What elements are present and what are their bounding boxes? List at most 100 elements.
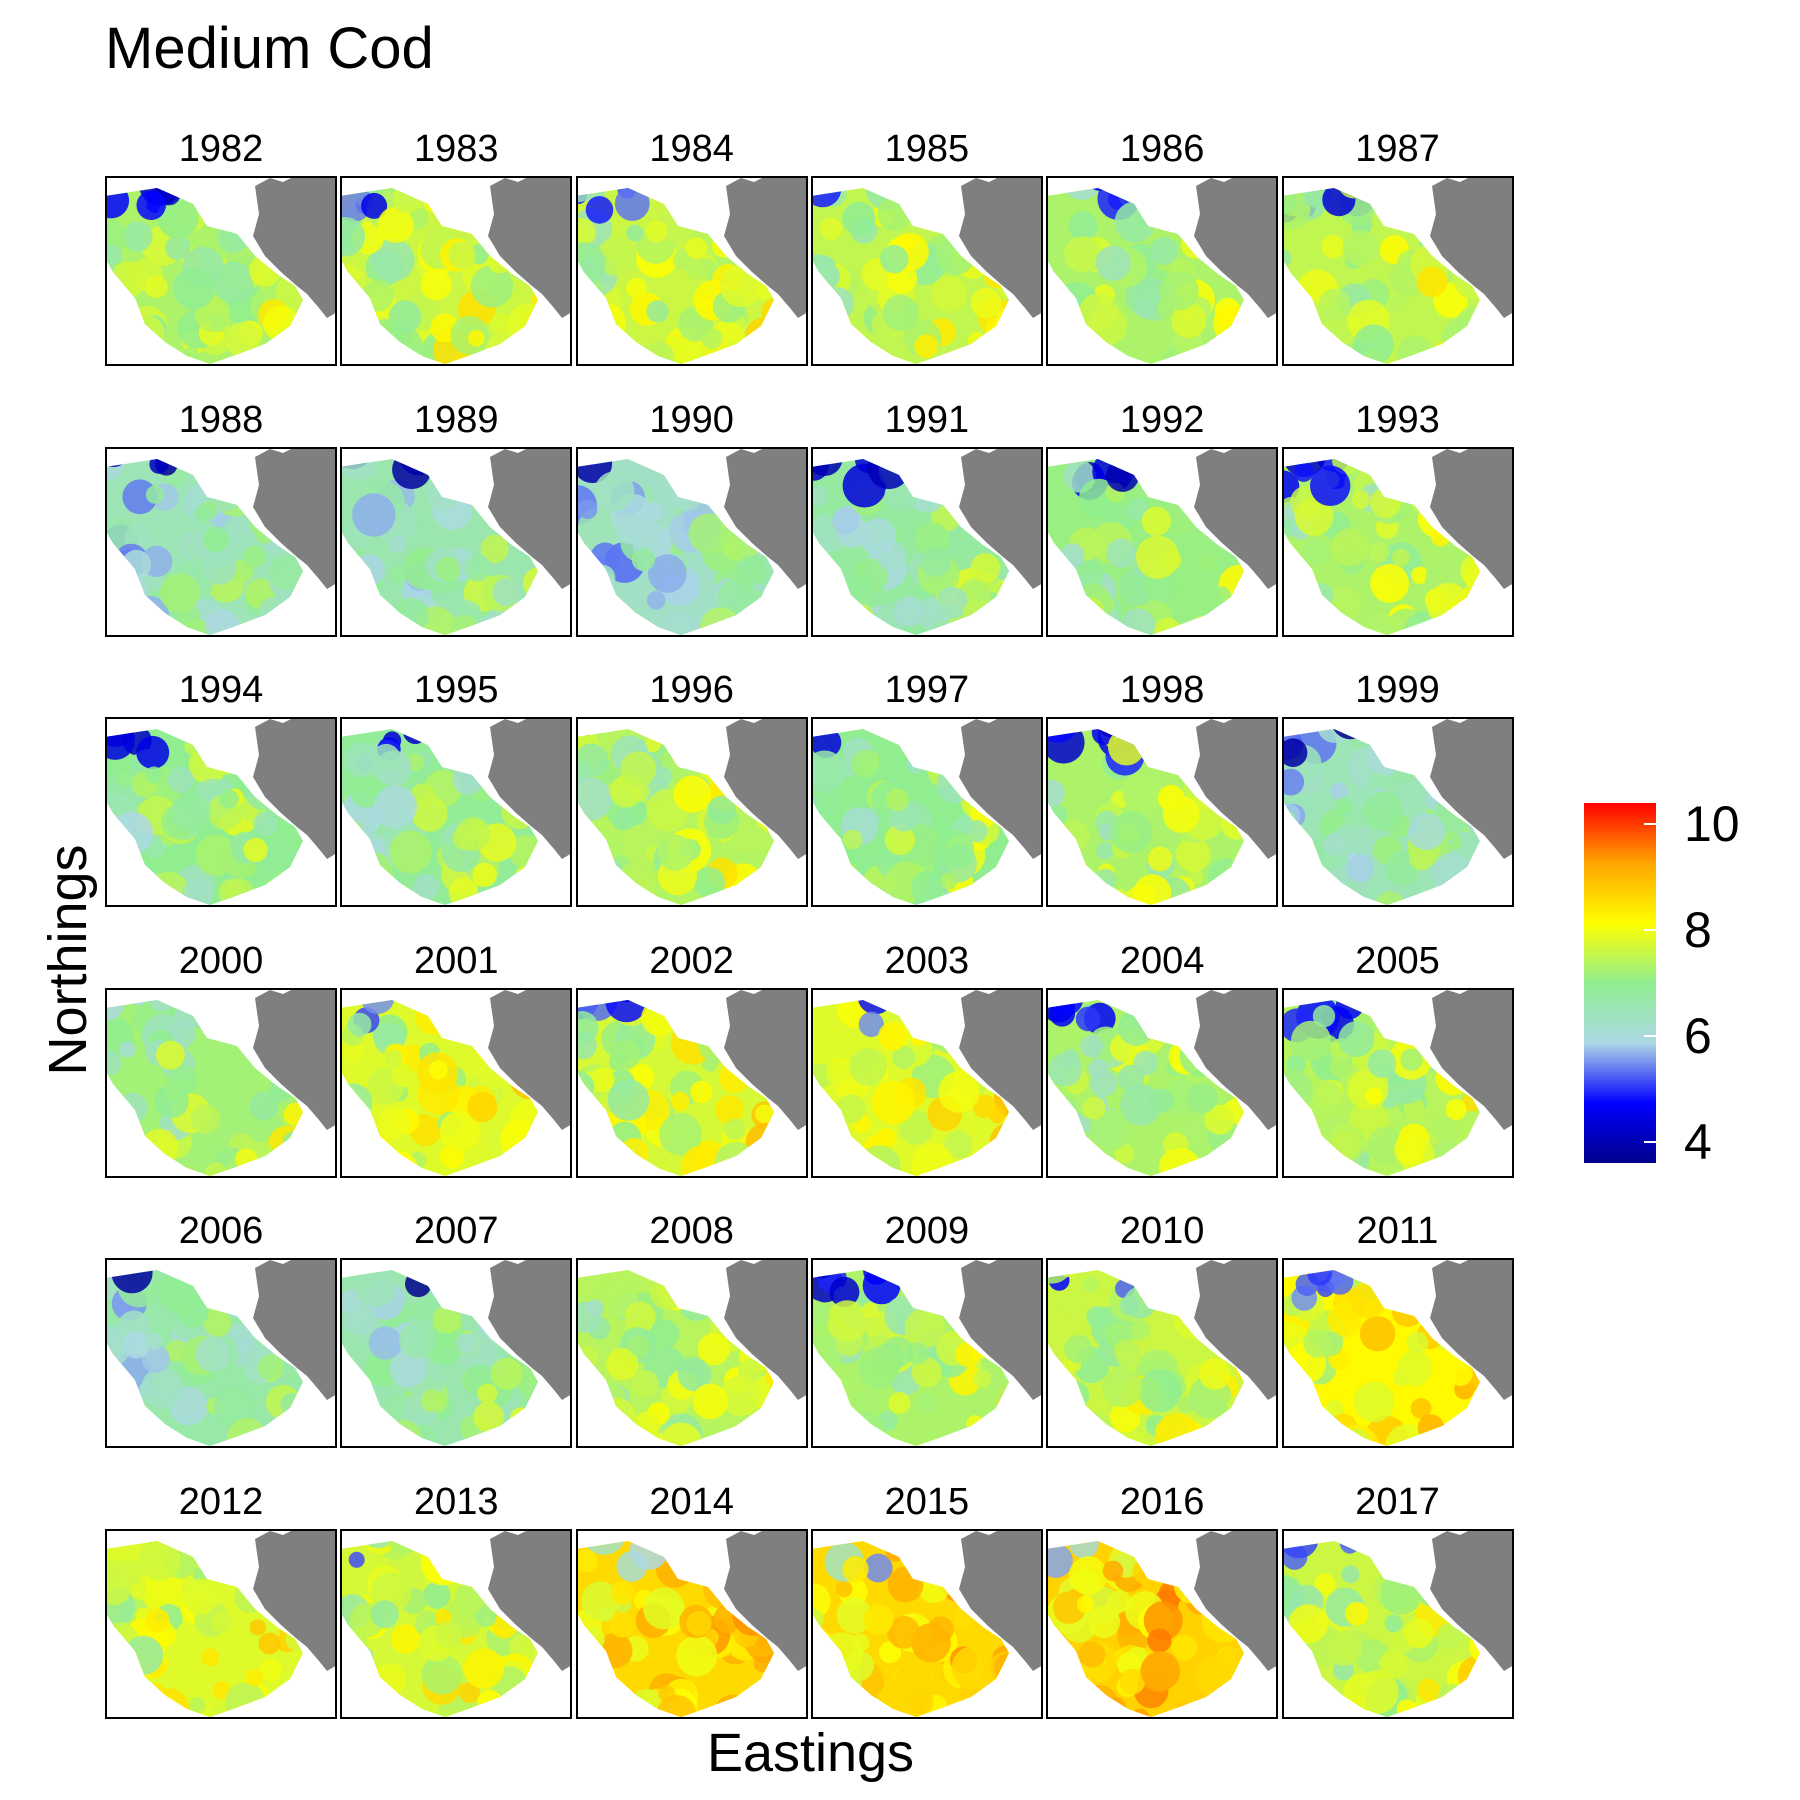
facet-strip-label: 1996: [649, 669, 734, 712]
facet-map-svg: [1281, 1258, 1514, 1449]
colorbar-gradient: [1584, 803, 1656, 1163]
panel-border: [1281, 446, 1514, 637]
facet-map: [1281, 987, 1514, 1178]
facet-strip-label: 2014: [649, 1481, 734, 1523]
facet-map: [810, 717, 1043, 908]
land-mass: [723, 987, 808, 1130]
land-mass: [1429, 987, 1514, 1130]
facet-map-svg: [1281, 1529, 1514, 1719]
facet-map: [810, 446, 1043, 637]
facet-strip-label: 2017: [1355, 1481, 1440, 1523]
land-mass: [253, 1258, 337, 1401]
colorbar-tick-label: 6: [1684, 1007, 1712, 1064]
land-mass: [253, 446, 337, 589]
panel-border: [1281, 1258, 1514, 1449]
facet-strip-label: 1983: [414, 128, 499, 170]
facet-map-svg: [105, 717, 337, 908]
facet-strip-label: 2009: [884, 1210, 970, 1253]
facet-map-svg: [810, 176, 1043, 366]
land-mass: [958, 1529, 1043, 1671]
facet-strip-label: 2006: [178, 1210, 264, 1253]
facet-map: [105, 176, 337, 366]
facet-strip-label: 1998: [1119, 669, 1205, 712]
facet-map-svg: [575, 987, 808, 1178]
facet-map-svg: [1046, 1258, 1279, 1449]
panel-border: [575, 1529, 808, 1719]
facet-map-svg: [105, 1529, 337, 1719]
panel-border: [340, 1529, 573, 1719]
land-mass: [488, 446, 573, 589]
land-mass: [1429, 446, 1514, 589]
facet-map: [810, 176, 1043, 366]
panel-border: [810, 987, 1043, 1178]
facet-map: [340, 717, 573, 908]
facet-map-svg: [810, 987, 1043, 1178]
facet-map-svg: [340, 1258, 573, 1449]
facet-map-svg: [575, 1529, 808, 1719]
facet-map-svg: [105, 1258, 337, 1449]
land-mass: [488, 1258, 573, 1401]
facet-map: [105, 446, 337, 637]
facet-strip-label: 1990: [649, 398, 734, 441]
facet-map: [1046, 1258, 1279, 1449]
facet-map: [575, 987, 808, 1178]
land-mass: [488, 176, 573, 318]
facet-strip-label: 2003: [884, 939, 970, 982]
colorbar-tick-label: 4: [1684, 1113, 1712, 1170]
facet-map: [1281, 446, 1514, 637]
panel-border: [575, 1258, 808, 1449]
colorbar: [1584, 803, 1656, 1163]
facet-map: [1046, 717, 1279, 908]
panel-border: [1046, 717, 1279, 908]
panel-border: [575, 176, 808, 366]
colorbar-tick: [1644, 929, 1656, 932]
facet-map-svg: [1046, 446, 1279, 637]
facet-map: [105, 1529, 337, 1719]
panel-border: [1046, 987, 1279, 1178]
facet-map-svg: [340, 987, 573, 1178]
color-legend: 4 6 8 10: [1584, 799, 1740, 1167]
facet-map: [810, 1258, 1043, 1449]
facet-map-svg: [1281, 176, 1514, 366]
facet-strip-label: 2010: [1119, 1210, 1205, 1253]
land-mass: [958, 1258, 1043, 1401]
facet-map-svg: [340, 1529, 573, 1719]
facet-strip-label: 1987: [1355, 128, 1440, 170]
panel-border: [810, 1529, 1043, 1719]
land-mass: [1429, 176, 1514, 318]
facet-map: [105, 717, 337, 908]
colorbar-tick-label: 8: [1684, 902, 1712, 959]
facet-map: [105, 987, 337, 1178]
facet-map-svg: [1046, 1529, 1279, 1719]
facet-strip-label: 1986: [1119, 128, 1205, 170]
facet-map: [575, 1529, 808, 1719]
panel-border: [810, 717, 1043, 908]
panel-border: [1046, 176, 1279, 366]
land-mass: [253, 717, 337, 860]
facet-map: [340, 446, 573, 637]
panel-border: [340, 987, 573, 1178]
facet-strip-label: 2008: [649, 1210, 734, 1253]
facet-map-svg: [340, 446, 573, 637]
panel-border: [105, 1258, 337, 1449]
panel-border: [1046, 1258, 1279, 1449]
land-mass: [723, 446, 808, 589]
panel-border: [1281, 987, 1514, 1178]
land-mass: [723, 717, 808, 860]
facet-strip-label: 2012: [178, 1481, 264, 1523]
facet-strip-label: 1999: [1355, 669, 1440, 712]
panel-border: [105, 446, 337, 637]
land-mass: [1194, 987, 1279, 1130]
colorbar-tick: [1644, 823, 1656, 826]
facet-map: [1281, 176, 1514, 366]
facet-strip-label: 2000: [178, 939, 264, 982]
facet-map-svg: [1046, 176, 1279, 366]
panel-border: [340, 717, 573, 908]
facet-map-svg: [340, 717, 573, 908]
facet-map-svg: [810, 717, 1043, 908]
panel-border: [575, 717, 808, 908]
panel-border: [340, 176, 573, 366]
facet-map-svg: [105, 176, 337, 366]
panel-border: [575, 987, 808, 1178]
